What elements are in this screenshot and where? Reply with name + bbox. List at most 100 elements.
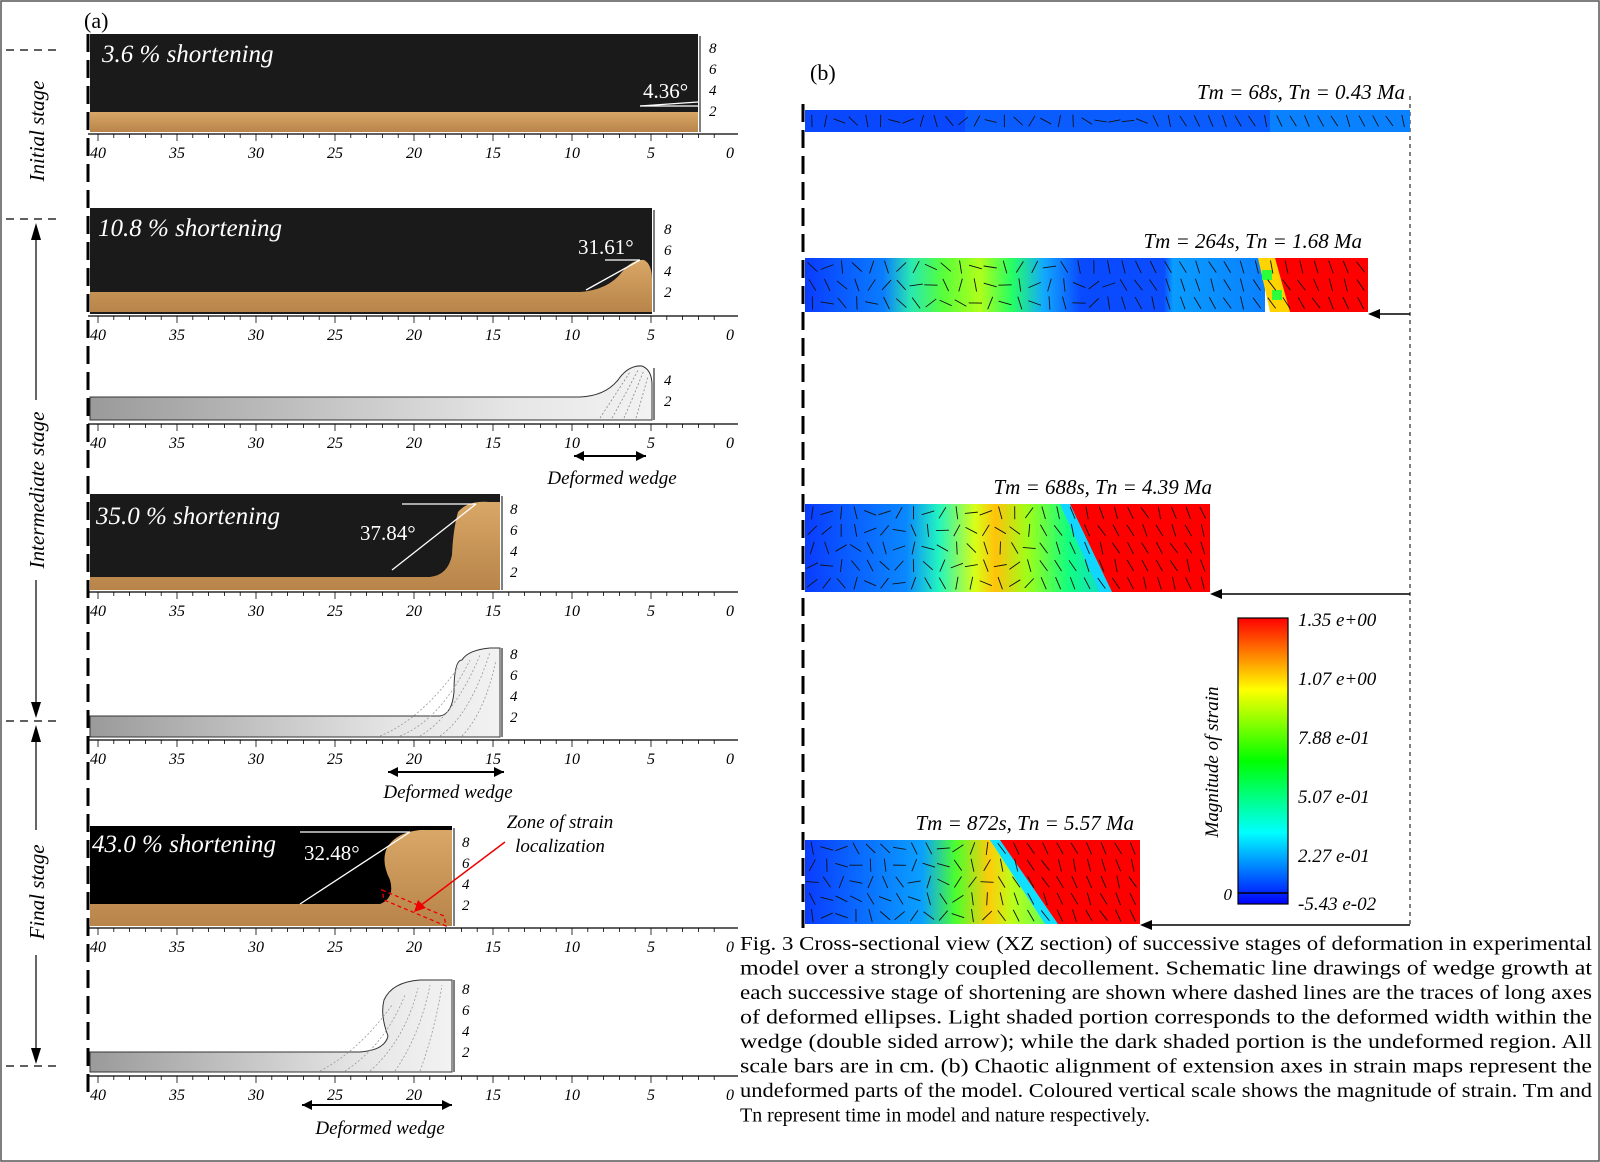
axis-tick	[822, 876, 831, 888]
axis-tick	[1055, 541, 1061, 555]
axis-tick	[942, 278, 949, 292]
y-tick: 6	[510, 523, 518, 539]
axis-tick	[1056, 506, 1060, 520]
axis-tick	[1157, 576, 1162, 590]
axis-tick	[1013, 116, 1024, 126]
axis-tick	[1142, 524, 1148, 537]
x-tick-label: 5	[647, 435, 655, 452]
axis-tick	[938, 910, 949, 921]
axis-tick	[1345, 114, 1351, 128]
axis-tick	[1126, 559, 1135, 572]
axis-tick	[808, 892, 816, 905]
x-tick-label: 10	[564, 603, 580, 620]
axis-tick	[925, 842, 933, 855]
axis-tick	[1084, 524, 1091, 537]
axis-tick	[1179, 115, 1187, 127]
axis-tick	[1070, 842, 1079, 855]
x-tick-label: 25	[327, 145, 343, 162]
axis-tick	[1149, 260, 1157, 274]
axis-tick	[1140, 507, 1150, 519]
x-tick-label: 30	[247, 939, 264, 956]
axis-tick	[1112, 524, 1120, 537]
map-time-label: Tm = 688s, Tn = 4.39 Ma	[993, 475, 1212, 499]
x-tick-label: 35	[168, 751, 185, 768]
axis-tick	[1018, 278, 1022, 292]
axis-tick	[851, 262, 863, 272]
axis-tick	[997, 842, 1006, 854]
axis-tick	[1248, 115, 1256, 127]
x-tick-label: 40	[90, 1087, 106, 1104]
axis-tick	[968, 264, 982, 270]
x-tick-label: 0	[726, 751, 734, 768]
axis-tick	[965, 526, 978, 534]
axis-tick	[1282, 297, 1291, 309]
axis-tick	[896, 279, 907, 291]
stage-final-arrow	[31, 725, 41, 1064]
axis-tick	[892, 581, 906, 585]
photo-title: 35.0 % shortening	[95, 503, 280, 530]
axis-tick	[1031, 260, 1039, 274]
axis-tick	[1240, 296, 1245, 310]
photo-3-6-percent: 3.6 % shortening 4.36°	[90, 34, 699, 132]
axis-tick	[953, 859, 963, 871]
axis-tick	[1169, 559, 1178, 572]
axis-tick	[983, 559, 989, 572]
x-tick-label: 20	[406, 1087, 422, 1104]
axis-tick	[820, 264, 834, 270]
axis-tick	[869, 260, 875, 274]
x-tick-label: 15	[485, 1087, 501, 1104]
axis-tick	[921, 545, 935, 551]
x-tick-label: 35	[168, 327, 185, 344]
axis-tick	[958, 278, 963, 292]
y-tick: 2	[664, 285, 672, 301]
axis-tick	[1151, 296, 1155, 310]
deformed-wedge-caption: Deformed wedge	[382, 782, 512, 803]
deformed-wedge-arrow-2	[388, 767, 504, 777]
axis-tick	[997, 910, 1006, 922]
axis-tick	[911, 858, 918, 872]
axis-tick	[1127, 506, 1134, 519]
axis-tick	[1113, 506, 1119, 520]
axis-tick	[1041, 876, 1050, 888]
axis-tick	[866, 559, 874, 572]
axis-tick	[1056, 909, 1064, 922]
axis-tick	[895, 876, 904, 888]
figure-caption: Fig. 3 Cross-sectional view (XZ section)…	[740, 934, 1593, 1127]
axis-tick	[1039, 542, 1048, 554]
axis-tick	[1200, 559, 1206, 572]
deformed-wedge-arrow-3	[302, 1100, 452, 1110]
axis-tick	[806, 578, 818, 588]
colorbar-title: Magnitude of strain	[1202, 687, 1223, 839]
axis-tick	[968, 876, 977, 888]
axis-tick	[951, 913, 965, 919]
axis-tick	[971, 909, 974, 923]
axis-tick	[1185, 506, 1191, 520]
panel-b-label: (b)	[810, 60, 836, 85]
axis-tick	[821, 525, 833, 535]
axis-tick	[954, 299, 967, 307]
x-tick-label: 20	[406, 435, 422, 452]
axis-tick	[1133, 279, 1143, 291]
axis-tick	[849, 544, 862, 552]
x-tick-label: 25	[327, 1087, 343, 1104]
axis-tick	[1152, 115, 1159, 127]
x-tick-label: 30	[247, 145, 264, 162]
axis-tick	[1178, 261, 1187, 273]
panel-a-label: (a)	[84, 8, 108, 33]
stage-label-initial: Initial stage	[25, 81, 49, 183]
axis-tick	[970, 858, 975, 872]
axis-tick	[809, 541, 815, 555]
axis-tick	[1063, 278, 1066, 292]
y-tick: 2	[709, 104, 717, 120]
axis-tick	[1011, 542, 1019, 554]
axis-tick	[895, 506, 903, 519]
axis-tick	[945, 115, 954, 127]
axis-tick	[1135, 118, 1148, 124]
axis-tick	[1264, 114, 1268, 128]
axis-tick	[973, 115, 981, 127]
axis-tick	[865, 114, 869, 128]
axis-tick	[853, 576, 858, 590]
axis-tick	[1119, 279, 1128, 291]
x-tick-label: 10	[564, 939, 580, 956]
axis-tick	[912, 260, 920, 274]
